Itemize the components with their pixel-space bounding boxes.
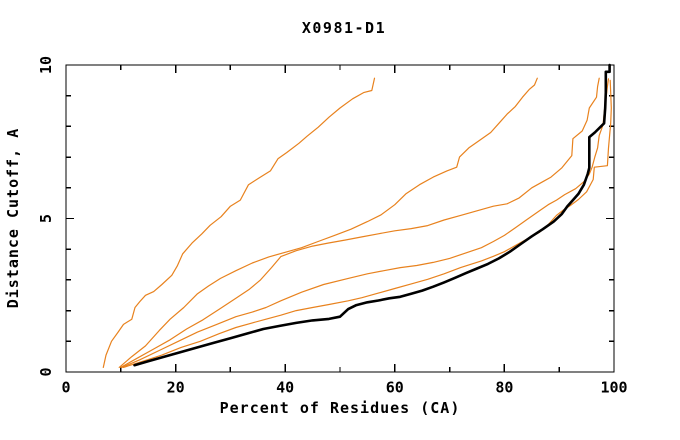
x-axis-label: Percent of Residues (CA) — [220, 399, 461, 417]
x-tick-labels: 0 20 40 60 80 100 — [61, 379, 627, 397]
y-tick-label: 10 — [37, 56, 55, 74]
x-tick-label: 100 — [600, 379, 627, 397]
x-tick-label: 40 — [276, 379, 294, 397]
x-tick-label: 60 — [386, 379, 404, 397]
model-curve-3 — [120, 77, 600, 368]
y-tick-label: 5 — [37, 214, 55, 223]
model-curve-4 — [121, 78, 610, 368]
model-curve-2 — [118, 77, 538, 368]
y-axis-label: Distance Cutoff, A — [4, 128, 22, 309]
curves-group — [102, 63, 612, 368]
y-tick-label: 0 — [37, 367, 55, 376]
axis-ticks — [65, 64, 615, 373]
x-tick-label: 20 — [167, 379, 185, 397]
black-curve — [133, 63, 611, 367]
x-tick-label: 80 — [495, 379, 513, 397]
model-curve-5 — [122, 79, 612, 368]
plot-frame — [65, 64, 615, 373]
x-tick-label: 0 — [61, 379, 70, 397]
model-curve-1 — [102, 77, 376, 368]
chart-title: X0981-D1 — [302, 19, 386, 37]
y-tick-labels: 0 5 10 — [37, 56, 55, 377]
